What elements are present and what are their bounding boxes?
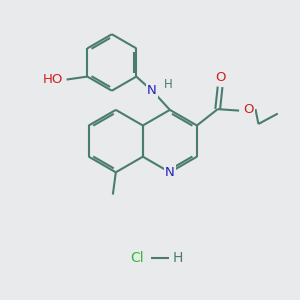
Text: Cl: Cl [130, 251, 143, 266]
Text: O: O [243, 103, 253, 116]
Text: O: O [215, 71, 225, 84]
Text: HO: HO [43, 73, 63, 86]
Text: H: H [164, 78, 172, 91]
Text: H: H [173, 251, 183, 266]
Text: N: N [165, 166, 175, 179]
Text: N: N [147, 84, 157, 97]
